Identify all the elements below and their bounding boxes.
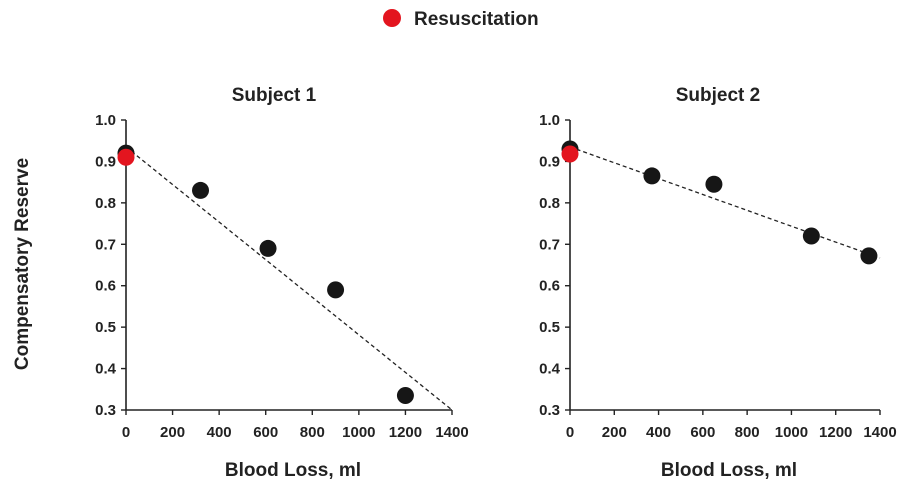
y-tick-label: 0.6 — [539, 278, 560, 295]
legend: Resuscitation — [383, 9, 539, 30]
x-axis-label: Blood Loss, ml — [661, 460, 797, 481]
y-tick-label: 0.5 — [95, 319, 116, 336]
x-tick-label: 600 — [253, 424, 278, 441]
data-point — [396, 387, 414, 404]
legend-resuscitation-marker — [383, 9, 401, 27]
y-tick-label: 0.5 — [539, 319, 560, 336]
y-tick-label: 1.0 — [95, 112, 116, 129]
data-point — [643, 167, 661, 185]
resuscitation-point — [561, 145, 579, 163]
y-tick-label: 0.4 — [95, 361, 117, 378]
x-tick-label: 600 — [690, 424, 715, 441]
y-tick-label: 0.8 — [539, 195, 560, 212]
resuscitation-point — [117, 148, 135, 166]
trend-line — [125, 146, 453, 411]
y-axis-label: Compensatory Reserve — [12, 158, 33, 370]
y-tick-label: 0.9 — [539, 153, 560, 170]
y-tick-label: 0.4 — [539, 361, 561, 378]
y-tick-label: 0.9 — [95, 153, 116, 170]
data-point — [259, 239, 277, 257]
x-tick-label: 800 — [300, 424, 325, 441]
x-tick-label: 1000 — [775, 424, 808, 441]
x-tick-label: 1400 — [435, 424, 468, 441]
x-tick-label: 200 — [160, 424, 185, 441]
trend-line — [569, 146, 881, 259]
data-point — [705, 175, 723, 193]
y-tick-label: 0.7 — [95, 236, 116, 253]
x-tick-label: 0 — [566, 424, 574, 441]
x-tick-label: 400 — [207, 424, 232, 441]
subject-1-panel: Subject 1 1.0 0.9 0.8 0.7 0.6 0.5 0.4 0.3 0 200 400… — [95, 85, 469, 481]
data-point — [802, 227, 820, 245]
x-tick-label: 400 — [646, 424, 671, 441]
y-tick-label: 0.8 — [95, 195, 116, 212]
legend-resuscitation-label: Resuscitation — [414, 9, 539, 30]
subject-2-panel: Subject 2 1.0 0.9 0.8 0.7 0.6 0.5 0.4 0.3 0 200 400… — [539, 85, 897, 481]
y-tick-label: 0.6 — [95, 278, 116, 295]
x-tick-label: 200 — [602, 424, 627, 441]
x-tick-label: 0 — [122, 424, 130, 441]
y-tick-label: 0.3 — [95, 402, 116, 419]
chart-title: Subject 2 — [676, 85, 760, 106]
data-point — [192, 181, 210, 199]
y-axis-label-group: Compensatory Reserve — [12, 158, 33, 370]
y-tick-label: 0.7 — [539, 236, 560, 253]
data-point — [860, 247, 878, 265]
x-tick-label: 1400 — [863, 424, 896, 441]
y-tick-label: 1.0 — [539, 112, 560, 129]
x-tick-label: 1000 — [342, 424, 375, 441]
x-tick-label: 1200 — [389, 424, 422, 441]
y-tick-label: 0.3 — [539, 402, 560, 419]
x-tick-label: 1200 — [819, 424, 852, 441]
data-point — [327, 281, 345, 299]
x-tick-label: 800 — [735, 424, 760, 441]
chart-title: Subject 1 — [232, 85, 317, 106]
x-axis-label: Blood Loss, ml — [225, 460, 361, 481]
